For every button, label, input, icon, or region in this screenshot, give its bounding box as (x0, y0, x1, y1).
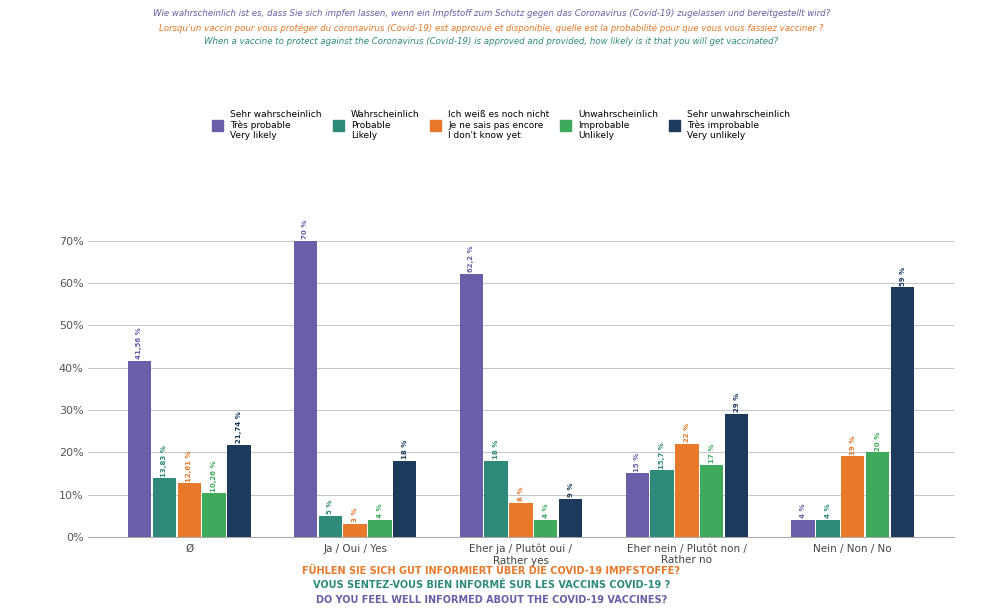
Bar (393, 461, 417, 537)
Legend: Sehr wahrscheinlich
Très probable
Very likely, Wahrscheinlich
Probable
Likely, I: Sehr wahrscheinlich Très probable Very l… (212, 110, 790, 140)
Text: 59 %: 59 % (899, 267, 905, 285)
Text: 18 %: 18 % (402, 440, 408, 459)
Text: 19 %: 19 % (850, 436, 856, 454)
Text: 21,74 %: 21,74 % (236, 411, 242, 443)
Text: Wie wahrscheinlich ist es, dass Sie sich impfen lassen, wenn ein Impfstoff zum S: Wie wahrscheinlich ist es, dass Sie sich… (153, 9, 830, 18)
Text: 4 %: 4 % (543, 504, 549, 518)
Text: 62,2 %: 62,2 % (468, 245, 474, 272)
Text: 4 %: 4 % (800, 504, 806, 518)
Bar (841, 456, 864, 537)
Bar (675, 443, 699, 537)
Text: 8 %: 8 % (518, 487, 524, 501)
Bar (485, 461, 507, 537)
Bar (700, 465, 723, 537)
Bar (866, 452, 890, 537)
Bar (227, 445, 251, 537)
Text: 20 %: 20 % (875, 431, 881, 451)
Text: 3 %: 3 % (352, 508, 358, 522)
Bar (343, 524, 367, 537)
Text: 4 %: 4 % (825, 504, 831, 518)
Text: FÜHLEN SIE SICH GUT INFORMIERT ÜBER DIE COVID-19 IMPFSTOFFE?: FÜHLEN SIE SICH GUT INFORMIERT ÜBER DIE … (303, 566, 680, 576)
Bar (202, 493, 226, 537)
Bar (152, 478, 176, 537)
Bar (460, 274, 483, 537)
Text: DO YOU FEEL WELL INFORMED ABOUT THE COVID-19 VACCINES?: DO YOU FEEL WELL INFORMED ABOUT THE COVI… (316, 595, 667, 605)
Bar (651, 470, 673, 537)
Text: 18 %: 18 % (493, 440, 499, 459)
Text: 70 %: 70 % (303, 220, 309, 239)
Bar (318, 515, 342, 537)
Text: 13,83 %: 13,83 % (161, 445, 167, 476)
Text: 12,61 %: 12,61 % (186, 450, 192, 482)
Text: 4 %: 4 % (376, 504, 383, 518)
Text: 29 %: 29 % (733, 393, 739, 412)
Text: 15,7 %: 15,7 % (659, 442, 665, 468)
Text: 5 %: 5 % (327, 500, 333, 514)
Bar (891, 287, 914, 537)
Bar (791, 520, 815, 537)
Text: VOUS SENTEZ-VOUS BIEN INFORMÉ SUR LES VACCINS COVID-19 ?: VOUS SENTEZ-VOUS BIEN INFORMÉ SUR LES VA… (313, 581, 670, 590)
Bar (294, 241, 317, 537)
Bar (816, 520, 839, 537)
Bar (369, 520, 391, 537)
Text: 9 %: 9 % (568, 483, 574, 497)
Text: 22 %: 22 % (684, 423, 690, 442)
Bar (509, 503, 533, 537)
Bar (559, 499, 582, 537)
Bar (178, 484, 201, 537)
Bar (128, 361, 151, 537)
Text: Lorsqu'un vaccin pour vous protéger du coronavirus (Covid-19) est approuvé et di: Lorsqu'un vaccin pour vous protéger du c… (159, 23, 824, 33)
Text: 41,56 %: 41,56 % (137, 328, 143, 359)
Bar (625, 473, 649, 537)
Text: 10,26 %: 10,26 % (211, 460, 217, 492)
Text: When a vaccine to protect against the Coronavirus (Covid-19) is approved and pro: When a vaccine to protect against the Co… (204, 37, 779, 46)
Text: 17 %: 17 % (709, 444, 715, 463)
Bar (725, 414, 748, 537)
Bar (535, 520, 557, 537)
Text: 15 %: 15 % (634, 453, 640, 472)
